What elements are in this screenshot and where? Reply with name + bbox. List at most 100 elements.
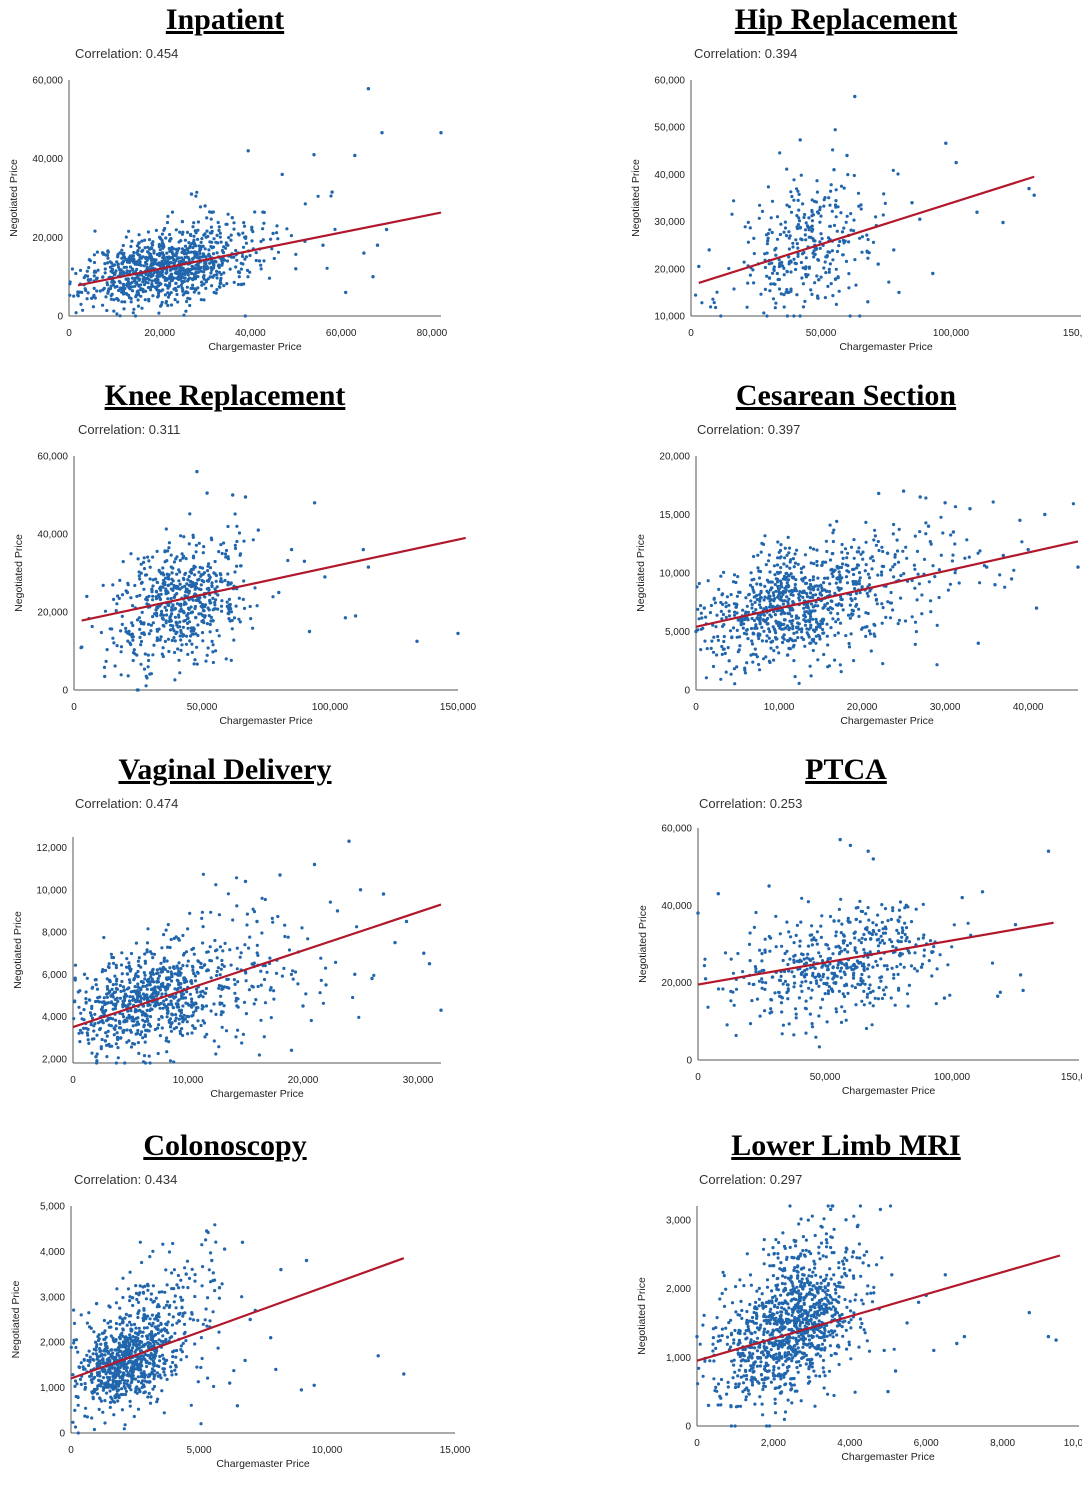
data-point xyxy=(93,274,96,277)
data-point xyxy=(176,300,179,303)
data-point xyxy=(177,247,180,250)
data-point xyxy=(231,627,234,630)
data-point xyxy=(840,1021,843,1024)
data-point xyxy=(256,604,259,607)
data-point xyxy=(913,587,916,590)
data-point xyxy=(825,540,828,543)
data-point xyxy=(792,985,795,988)
data-point xyxy=(98,1374,101,1377)
data-point xyxy=(828,582,831,585)
data-point xyxy=(142,621,145,624)
data-point xyxy=(304,992,307,995)
data-point xyxy=(251,627,254,630)
data-point xyxy=(238,275,241,278)
data-point xyxy=(840,670,843,673)
data-point xyxy=(789,259,792,262)
data-point xyxy=(148,255,151,258)
data-point xyxy=(113,975,116,978)
data-point xyxy=(259,970,262,973)
data-point xyxy=(135,942,138,945)
x-tick-label: 150,000 xyxy=(440,702,477,713)
data-point xyxy=(782,562,785,565)
data-point xyxy=(161,301,164,304)
data-point xyxy=(949,583,952,586)
data-point xyxy=(91,1381,94,1384)
data-point xyxy=(138,594,141,597)
data-point xyxy=(767,232,770,235)
data-point xyxy=(891,945,894,948)
data-point xyxy=(118,1020,121,1023)
x-tick-label: 20,000 xyxy=(288,1075,319,1086)
data-point xyxy=(281,975,284,978)
data-point xyxy=(773,597,776,600)
data-point xyxy=(290,234,293,237)
data-point xyxy=(139,1330,142,1333)
data-point xyxy=(385,228,388,231)
data-point xyxy=(138,574,141,577)
data-point xyxy=(162,582,165,585)
data-point xyxy=(855,918,858,921)
data-point xyxy=(832,919,835,922)
data-point xyxy=(260,267,263,270)
data-point xyxy=(877,262,880,265)
data-point xyxy=(93,271,96,274)
data-point xyxy=(816,658,819,661)
data-point xyxy=(841,543,844,546)
data-point xyxy=(854,986,857,989)
data-point xyxy=(260,984,263,987)
data-point xyxy=(807,900,810,903)
data-point xyxy=(828,225,831,228)
data-point xyxy=(157,1332,160,1335)
data-point xyxy=(196,256,199,259)
data-point xyxy=(834,945,837,948)
data-point xyxy=(218,286,221,289)
data-point xyxy=(768,606,771,609)
data-point xyxy=(799,237,802,240)
data-point xyxy=(214,560,217,563)
data-point xyxy=(294,253,297,256)
data-point xyxy=(865,541,868,544)
data-point xyxy=(129,970,132,973)
data-point xyxy=(201,941,204,944)
data-point xyxy=(802,266,805,269)
data-point xyxy=(128,967,131,970)
data-point xyxy=(219,282,222,285)
data-point xyxy=(105,1392,108,1395)
data-point xyxy=(156,1371,159,1374)
data-point xyxy=(271,921,274,924)
data-point xyxy=(158,1359,161,1362)
data-point xyxy=(862,933,865,936)
data-point xyxy=(234,547,237,550)
data-point xyxy=(981,890,984,893)
data-point xyxy=(788,1022,791,1025)
data-point xyxy=(221,552,224,555)
y-tick-label: 4,000 xyxy=(40,1247,65,1258)
data-point xyxy=(214,241,217,244)
data-point xyxy=(810,674,813,677)
data-point xyxy=(845,1019,848,1022)
data-point xyxy=(793,961,796,964)
data-point xyxy=(769,1007,772,1010)
data-point xyxy=(749,584,752,587)
data-point xyxy=(864,626,867,629)
data-point xyxy=(182,953,185,956)
data-point xyxy=(857,564,860,567)
data-point xyxy=(836,576,839,579)
data-point xyxy=(766,622,769,625)
data-point xyxy=(262,222,265,225)
data-point xyxy=(722,571,725,574)
data-point xyxy=(873,635,876,638)
data-point xyxy=(195,1006,198,1009)
data-point xyxy=(819,206,822,209)
data-point xyxy=(193,291,196,294)
data-point xyxy=(841,230,844,233)
data-point xyxy=(191,610,194,613)
data-point xyxy=(761,210,764,213)
data-point xyxy=(171,604,174,607)
data-point xyxy=(104,267,107,270)
data-point xyxy=(172,258,175,261)
data-point xyxy=(150,246,153,249)
data-point xyxy=(738,648,741,651)
data-point xyxy=(751,603,754,606)
